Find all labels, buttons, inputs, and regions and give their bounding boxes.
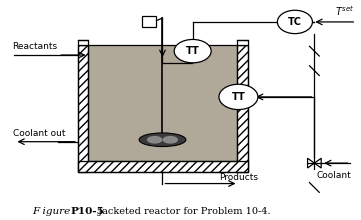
Polygon shape <box>314 158 321 168</box>
Text: Jacketed reactor for Problem 10-4.: Jacketed reactor for Problem 10-4. <box>95 207 271 216</box>
Text: P10-5: P10-5 <box>70 207 104 216</box>
Ellipse shape <box>277 10 312 34</box>
Bar <box>78 40 88 45</box>
Ellipse shape <box>219 84 258 110</box>
Ellipse shape <box>139 133 186 147</box>
Text: TT: TT <box>186 46 200 56</box>
Ellipse shape <box>162 136 178 144</box>
Text: $T^{set}$: $T^{set}$ <box>335 4 354 18</box>
Text: Reactants: Reactants <box>13 42 58 51</box>
Text: Coolant: Coolant <box>317 171 351 180</box>
Text: Coolant out: Coolant out <box>13 129 65 138</box>
Polygon shape <box>308 158 314 168</box>
Bar <box>88 45 238 161</box>
Ellipse shape <box>174 39 211 63</box>
Bar <box>78 45 88 172</box>
Bar <box>238 45 248 172</box>
Ellipse shape <box>147 136 162 144</box>
Text: TC: TC <box>288 17 302 27</box>
Text: Products: Products <box>219 173 258 182</box>
Text: F igure: F igure <box>32 207 74 216</box>
Bar <box>78 45 248 172</box>
Bar <box>238 40 248 45</box>
Bar <box>142 16 156 27</box>
Text: TT: TT <box>231 92 245 102</box>
Bar <box>78 161 248 172</box>
